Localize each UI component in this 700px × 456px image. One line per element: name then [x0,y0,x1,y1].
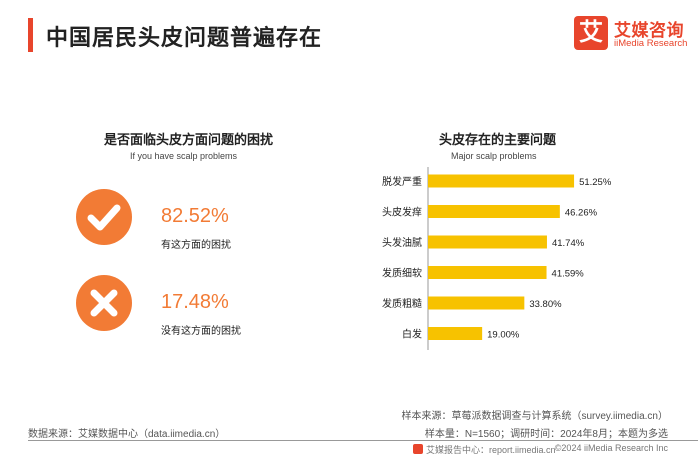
category-label: 头发油腻 [382,236,422,249]
report-center: 艾媒报告中心：report.iimedia.cn [413,443,556,456]
bar [428,235,547,249]
value-label: 41.74% [552,238,585,249]
copyright: ©2024 iiMedia Research Inc [554,443,668,453]
bar [428,174,575,188]
bar [428,266,547,279]
value-label: 33.80% [529,299,562,310]
category-label: 发质粗糙 [382,297,422,310]
value-label: 19.00% [487,330,520,341]
category-label: 脱发严重 [382,175,422,188]
bar [428,327,483,340]
value-label: 46.26% [565,208,598,219]
check-icon [87,204,121,231]
sample-source: 样本来源：草莓派数据调查与计算系统（survey.iimedia.cn） [401,411,668,422]
stat-label-yes: 有这方面的困扰 [161,240,231,251]
bar [428,205,560,218]
logo-mark: 艾 [574,16,608,50]
data-source: 数据来源：艾媒数据中心（data.iimedia.cn） [28,429,226,440]
bar [428,296,525,310]
category-label: 白发 [402,328,422,341]
brand-logo: 艾 艾媒咨询 iiMedia Research [574,16,692,56]
right-panel-subtitle: Major scalp problems [451,151,537,161]
report-center-icon [413,444,423,454]
left-panel-subtitle: If you have scalp problems [130,151,238,161]
check-circle [76,189,132,245]
sample-info: 样本量：N=1560；调研时间：2024年8月；本题为多选 [424,429,668,440]
left-panel-title: 是否面临头皮方面问题的困扰 [104,132,274,147]
page-title: 中国居民头皮问题普遍存在 [46,25,323,50]
cross-circle [76,275,132,331]
stat-value-no: 17.48% [161,291,229,313]
value-label: 51.25% [579,177,612,188]
cross-icon [90,289,118,317]
report-center-text: 艾媒报告中心：report.iimedia.cn [426,445,556,455]
logo-name-en: iiMedia Research [614,38,688,49]
stat-value-yes: 82.52% [161,205,229,227]
category-label: 头皮发痒 [382,206,422,219]
right-panel-title: 头皮存在的主要问题 [439,132,557,147]
stat-label-no: 没有这方面的困扰 [161,326,241,337]
footer-divider [28,440,698,441]
category-label: 发质细软 [382,267,422,280]
value-label: 41.59% [552,269,585,280]
logo-name-cn: 艾媒咨询 [614,21,684,40]
title-accent-bar [28,18,33,52]
bar-chart: 脱发严重 51.25% 头皮发痒 46.26% 头发油腻 41.74% 发质细软 41.59%… [382,167,612,350]
